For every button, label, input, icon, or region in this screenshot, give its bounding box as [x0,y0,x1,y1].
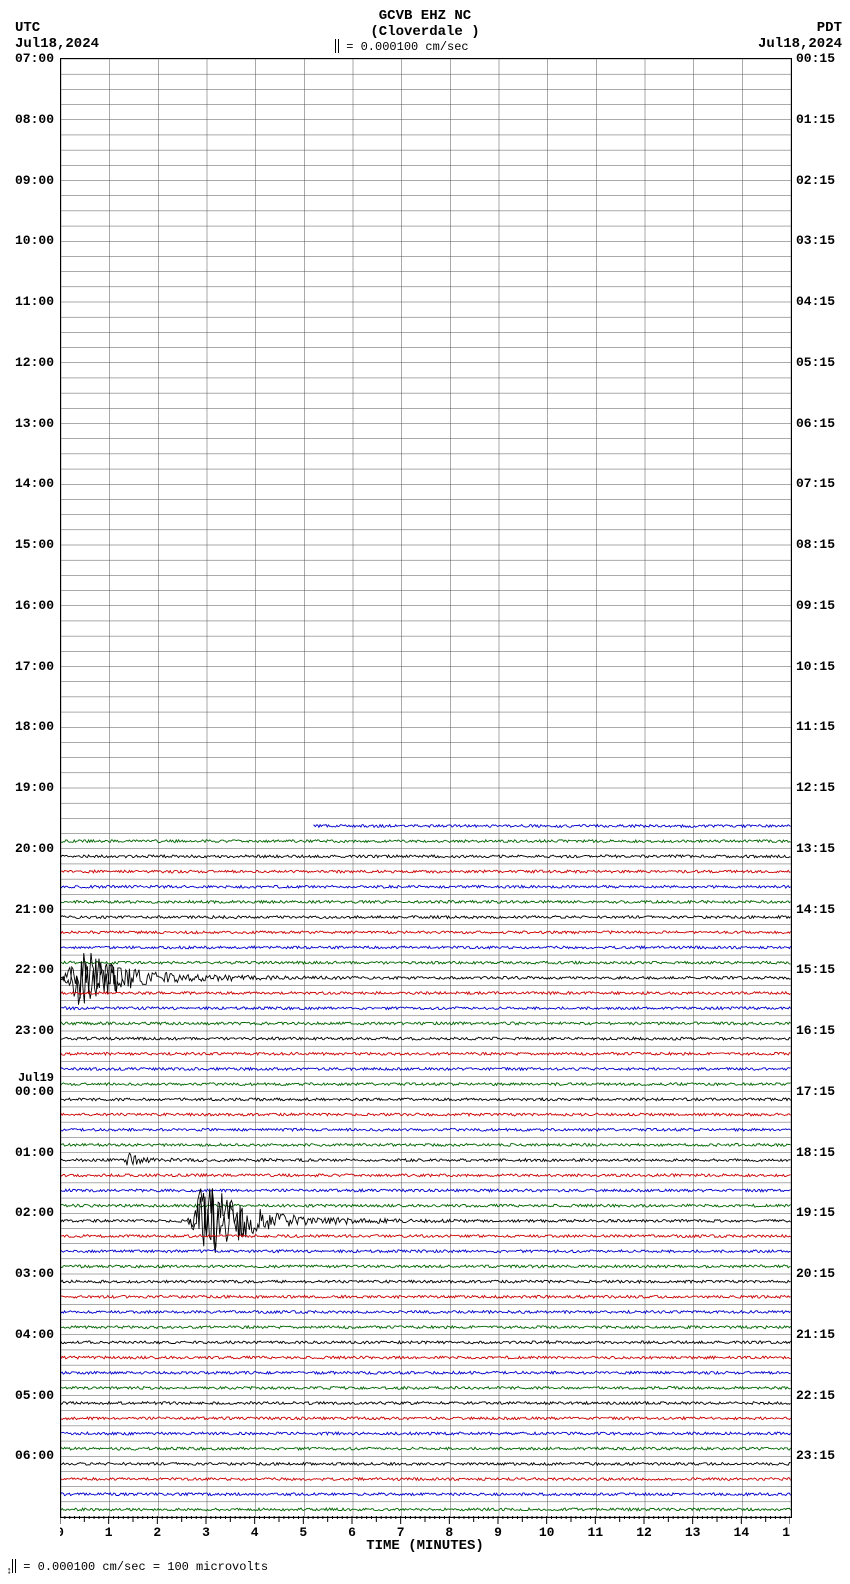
pdt-time-label: 02:15 [796,173,835,188]
day-marker: Jul19 [18,1071,54,1085]
pdt-time-label: 14:15 [796,902,835,917]
utc-time-label: 04:00 [15,1327,54,1342]
utc-time-label: 21:00 [15,902,54,917]
svg-text:6: 6 [348,1525,356,1538]
pdt-time-label: 15:15 [796,962,835,977]
station-location: (Cloverdale ) [0,24,850,40]
svg-text:13: 13 [685,1525,701,1538]
pdt-time-label: 18:15 [796,1145,835,1160]
svg-text:15: 15 [782,1525,790,1538]
pdt-time-label: 23:15 [796,1448,835,1463]
pdt-time-label: 08:15 [796,537,835,552]
svg-text:5: 5 [299,1525,307,1538]
utc-time-label: 07:00 [15,51,54,66]
pdt-time-label: 20:15 [796,1266,835,1281]
utc-time-label: 01:00 [15,1145,54,1160]
utc-time-label: 02:00 [15,1205,54,1220]
svg-text:9: 9 [494,1525,502,1538]
svg-text:10: 10 [539,1525,555,1538]
pdt-time-label: 16:15 [796,1023,835,1038]
utc-time-label: 15:00 [15,537,54,552]
seismogram-svg [61,59,791,1517]
utc-time-label: 08:00 [15,112,54,127]
right-time-labels: 00:1501:1502:1503:1504:1505:1506:1507:15… [792,58,850,1516]
utc-time-label: 18:00 [15,719,54,734]
pdt-time-label: 10:15 [796,659,835,674]
svg-text:3: 3 [202,1525,210,1538]
seismogram-page: GCVB EHZ NC (Cloverdale ) = 0.000100 cm/… [0,0,850,1584]
pdt-time-label: 22:15 [796,1388,835,1403]
utc-time-label: 20:00 [15,841,54,856]
seismogram-plot [60,58,792,1518]
pdt-time-label: 17:15 [796,1084,835,1099]
svg-text:11: 11 [588,1525,604,1538]
svg-text:8: 8 [445,1525,453,1538]
utc-time-label: 09:00 [15,173,54,188]
pdt-time-label: 21:15 [796,1327,835,1342]
utc-time-label: 05:00 [15,1388,54,1403]
utc-time-label: 23:00 [15,1023,54,1038]
pdt-time-label: 11:15 [796,719,835,734]
svg-text:14: 14 [734,1525,750,1538]
footer-scale-bar-icon [12,1559,16,1573]
pdt-time-label: 01:15 [796,112,835,127]
utc-time-label: 11:00 [15,294,54,309]
svg-text:7: 7 [397,1525,405,1538]
scale-bar-icon [335,39,339,53]
pdt-time-label: 05:15 [796,355,835,370]
svg-text:0: 0 [60,1525,64,1538]
utc-time-label: 22:00 [15,962,54,977]
footer-text: = 0.000100 cm/sec = 100 microvolts [23,1561,268,1575]
date-right: Jul18,2024 [758,36,842,52]
utc-time-label: 17:00 [15,659,54,674]
x-axis-label: TIME (MINUTES) [60,1538,790,1554]
left-time-labels: 07:0008:0009:0010:0011:0012:0013:0014:00… [0,58,58,1516]
x-axis: 0123456789101112131415 TIME (MINUTES) [60,1516,790,1556]
utc-time-label: 14:00 [15,476,54,491]
pdt-time-label: 03:15 [796,233,835,248]
date-left: Jul18,2024 [15,36,99,52]
svg-text:1: 1 [105,1525,113,1538]
scale-text: = 0.000100 cm/sec [346,40,468,54]
timezone-left: UTC [15,20,40,36]
svg-text:2: 2 [153,1525,161,1538]
station-name: GCVB EHZ NC [0,8,850,24]
pdt-time-label: 00:15 [796,51,835,66]
svg-text:12: 12 [636,1525,652,1538]
utc-time-label: 06:00 [15,1448,54,1463]
utc-time-label: 16:00 [15,598,54,613]
utc-time-label: 12:00 [15,355,54,370]
pdt-time-label: 12:15 [796,780,835,795]
pdt-time-label: 13:15 [796,841,835,856]
pdt-time-label: 19:15 [796,1205,835,1220]
footer-scale: ↕ = 0.000100 cm/sec = 100 microvolts [6,1560,268,1578]
utc-time-label: 19:00 [15,780,54,795]
utc-time-label: 00:00 [15,1084,54,1099]
utc-time-label: 03:00 [15,1266,54,1281]
pdt-time-label: 07:15 [796,476,835,491]
svg-text:4: 4 [251,1525,259,1538]
pdt-time-label: 04:15 [796,294,835,309]
x-axis-ticks: 0123456789101112131415 [60,1516,790,1538]
pdt-time-label: 09:15 [796,598,835,613]
utc-time-label: 10:00 [15,233,54,248]
pdt-time-label: 06:15 [796,416,835,431]
timezone-right: PDT [817,20,842,36]
utc-time-label: 13:00 [15,416,54,431]
scale-indicator: = 0.000100 cm/sec [335,40,469,54]
